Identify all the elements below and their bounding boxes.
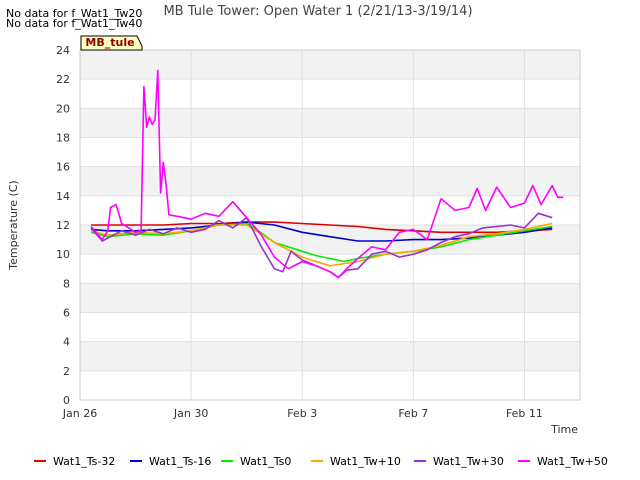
- x-tick-label: Feb 3: [287, 407, 317, 420]
- y-tick-label: 20: [56, 102, 70, 115]
- series-line-wat1-ts-16: [91, 221, 553, 242]
- y-tick-label: 16: [56, 161, 70, 174]
- legend-item: Wat1_Ts-32: [34, 455, 115, 468]
- y-tick-label: 8: [63, 277, 70, 290]
- y-tick-label: 22: [56, 73, 70, 86]
- y-tick-label: 14: [56, 190, 70, 203]
- plot-frame: [79, 49, 581, 401]
- plot-background-bands: [80, 50, 580, 400]
- no-data-message-tw20: No data for f_Wat1_Tw20: [6, 7, 143, 20]
- y-tick-label: 18: [56, 132, 70, 145]
- x-tick-label: Jan 26: [62, 407, 97, 420]
- series-line-wat1-tw-50: [90, 69, 564, 279]
- legend-label: Wat1_Ts0: [240, 455, 291, 468]
- x-tick-label: Feb 7: [398, 407, 428, 420]
- legend-item: Wat1_Tw+30: [414, 455, 504, 468]
- site-badge-box: [80, 35, 143, 51]
- background-band: [80, 50, 580, 80]
- chart-legend: Wat1_Ts-32 Wat1_Ts-16 Wat1_Ts0 Wat1_Tw+10 Wa…: [34, 455, 608, 468]
- background-band: [80, 166, 580, 196]
- site-badge: MB_tule: [80, 35, 143, 51]
- y-tick-label: 4: [63, 336, 70, 349]
- series-lines: [90, 69, 564, 279]
- y-tick-label: 0: [63, 394, 70, 407]
- series-line-wat1-ts0: [90, 222, 553, 263]
- series-line-wat1-tw-10: [90, 222, 553, 267]
- background-band: [80, 370, 580, 400]
- y-tick-label: 24: [56, 44, 70, 57]
- no-data-message-tw40: No data for f_Wat1_Tw40: [6, 17, 143, 30]
- legend-label: Wat1_Tw+30: [433, 455, 504, 468]
- y-tick-label: 10: [56, 248, 70, 261]
- legend-item: Wat1_Tw+50: [518, 455, 608, 468]
- y-tick-label: 12: [56, 219, 70, 232]
- x-tick-label: Jan 30: [173, 407, 208, 420]
- legend-label: Wat1_Ts-32: [53, 455, 115, 468]
- x-axis-ticks: Jan 26 Jan 30 Feb 3 Feb 7 Feb 11: [62, 407, 543, 420]
- x-tick-label: Feb 11: [506, 407, 543, 420]
- legend-item: Wat1_Ts-16: [130, 455, 211, 468]
- y-tick-label: 2: [63, 365, 70, 378]
- background-band: [80, 195, 580, 225]
- chart-title: MB Tule Tower: Open Water 1 (2/21/13-3/1…: [163, 4, 472, 19]
- background-band: [80, 341, 580, 371]
- background-band: [80, 79, 580, 109]
- legend-label: Wat1_Ts-16: [149, 455, 211, 468]
- y-tick-label: 6: [63, 307, 70, 320]
- background-band: [80, 108, 580, 138]
- legend-label: Wat1_Tw+50: [537, 455, 608, 468]
- site-badge-label: MB_tule: [85, 36, 134, 49]
- background-band: [80, 137, 580, 167]
- background-band: [80, 312, 580, 342]
- background-band: [80, 283, 580, 313]
- legend-label: Wat1_Tw+10: [330, 455, 401, 468]
- legend-item: Wat1_Ts0: [221, 455, 291, 468]
- y-axis-label: Temperature (C): [7, 180, 20, 270]
- legend-item: Wat1_Tw+10: [311, 455, 401, 468]
- x-axis-label: Time: [550, 423, 578, 436]
